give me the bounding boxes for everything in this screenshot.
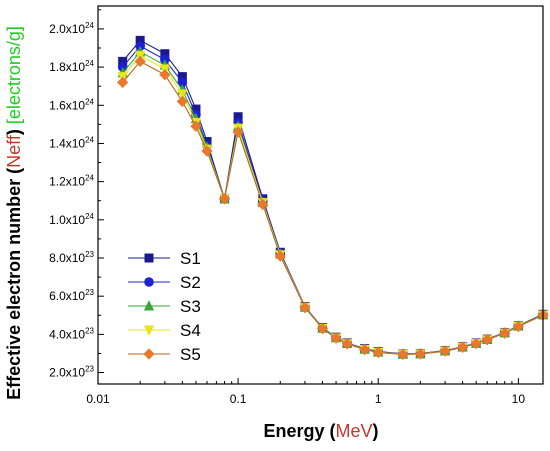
data-point <box>201 145 213 157</box>
data-point <box>456 341 469 353</box>
data-point <box>330 332 342 344</box>
data-point <box>499 327 511 339</box>
y-tick-label: 2.0x1023 <box>49 365 94 380</box>
data-point <box>512 320 524 333</box>
y-tick-label: 1.0x1024 <box>49 212 94 227</box>
y-tick-label: 1.6x1024 <box>49 97 94 112</box>
legend-marker <box>143 348 155 360</box>
y-tick-label: 8.0x1023 <box>49 250 94 265</box>
data-point <box>439 345 451 357</box>
data-point <box>299 302 311 314</box>
legend-label: S5 <box>180 345 201 364</box>
series-S5 <box>117 55 549 361</box>
data-point <box>341 338 353 350</box>
data-point <box>359 344 371 356</box>
x-tick-label: 1 <box>375 392 382 406</box>
legend-item: S1 <box>128 249 201 268</box>
data-point <box>176 95 188 108</box>
data-point <box>470 337 482 350</box>
x-tick-label: 0.1 <box>230 392 247 406</box>
data-point <box>257 198 269 211</box>
x-axis: 0.01 0.1 1 10 <box>86 378 525 406</box>
y-tick-label: 2.0x1024 <box>49 21 94 36</box>
data-point <box>232 126 244 138</box>
legend-item: S3 <box>128 297 201 316</box>
legend-label: S2 <box>180 273 201 292</box>
data-point <box>481 334 493 346</box>
legend-label: S1 <box>180 249 201 268</box>
data-point <box>274 250 286 262</box>
x-tick-label: 10 <box>512 392 526 406</box>
y-tick-label: 6.0x1023 <box>49 288 94 303</box>
data-point <box>134 55 146 67</box>
data-point <box>414 348 427 360</box>
data-point <box>316 323 329 335</box>
data-point <box>397 348 409 361</box>
legend-label: S4 <box>180 321 201 340</box>
y-tick-label: 1.8x1024 <box>49 59 94 74</box>
data-point <box>372 346 384 359</box>
data-point <box>190 120 202 132</box>
legend: S1 S2 S3 S4 S5 <box>128 249 201 364</box>
plot-frame <box>97 5 544 385</box>
legend-item: S5 <box>128 345 201 364</box>
plot-series <box>117 35 549 361</box>
data-point <box>159 69 171 81</box>
legend-marker <box>143 300 155 311</box>
y-axis-title: Effective electron number (Neff) [electr… <box>4 26 24 400</box>
legend-item: S4 <box>128 321 201 340</box>
legend-marker <box>143 325 155 336</box>
y-tick-label: 1.4x1024 <box>49 135 94 150</box>
x-axis-title: Energy (MeV) <box>263 421 378 441</box>
legend-label: S3 <box>180 297 201 316</box>
data-point <box>218 193 231 205</box>
y-tick-label: 4.0x1023 <box>49 326 94 341</box>
y-tick-label: 1.2x1024 <box>49 174 94 189</box>
legend-item: S2 <box>128 273 201 292</box>
y-axis: 2.0x1023 4.0x1023 6.0x1023 8.0x1023 1.0x1024… <box>49 9 104 380</box>
x-tick-label: 0.01 <box>86 392 110 406</box>
legend-marker <box>144 277 154 287</box>
data-point <box>117 76 129 88</box>
legend-marker <box>144 253 154 263</box>
data-point <box>177 89 188 100</box>
